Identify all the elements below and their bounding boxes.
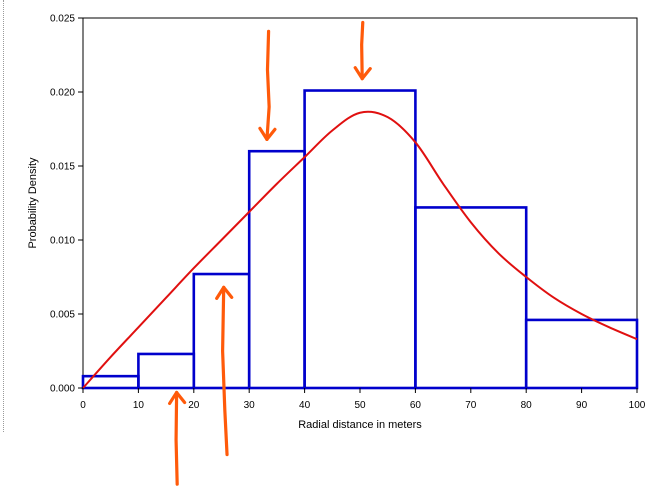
y-axis-title: Probability Density bbox=[27, 157, 39, 249]
density-curve-group bbox=[82, 110, 638, 389]
x-tick-label: 70 bbox=[465, 400, 477, 411]
x-tick-label: 20 bbox=[188, 400, 200, 411]
plot-frame bbox=[82, 17, 638, 389]
arrow-bin-40-60-shaft bbox=[360, 20, 365, 81]
x-axis-title: Radial distance in meters bbox=[298, 419, 422, 431]
arrow-bin-40-60-head bbox=[353, 66, 372, 81]
y-tick-label: 0.025 bbox=[50, 14, 75, 25]
y-tick-label: 0.015 bbox=[50, 162, 75, 173]
x-tick-label: 90 bbox=[576, 400, 588, 411]
arrow-bin-10-20-shaft bbox=[174, 390, 179, 486]
x-tick-label: 0 bbox=[80, 400, 86, 411]
plot-area bbox=[82, 17, 638, 389]
x-tick-label: 80 bbox=[521, 400, 533, 411]
arrow-bin-20-30-shaft bbox=[221, 285, 229, 457]
x-tick-label: 30 bbox=[244, 400, 256, 411]
x-tick-label: 60 bbox=[410, 400, 422, 411]
arrow-bin-20-30-head bbox=[215, 285, 234, 300]
left-dotted-border bbox=[3, 0, 4, 432]
x-tick-label: 50 bbox=[354, 400, 366, 411]
density-curve bbox=[82, 110, 638, 389]
x-tick-label: 100 bbox=[629, 400, 646, 411]
axes: 0.000 0.005 0.010 0.015 0.020 0.025 0 10 20 30 40 5… bbox=[50, 14, 646, 412]
y-tick-label: 0.005 bbox=[50, 310, 75, 321]
x-tick-label: 10 bbox=[133, 400, 145, 411]
annotation-arrows bbox=[168, 20, 372, 486]
y-tick-label: 0.010 bbox=[50, 236, 75, 247]
arrow-bin-10-20-head bbox=[168, 390, 187, 406]
y-tick-label: 0.020 bbox=[50, 88, 75, 99]
y-tick-label: 0.000 bbox=[50, 384, 75, 395]
arrow-bin-30-40-head bbox=[258, 126, 277, 141]
x-tick-label: 40 bbox=[299, 400, 311, 411]
arrow-bin-30-40-shaft bbox=[265, 29, 271, 141]
